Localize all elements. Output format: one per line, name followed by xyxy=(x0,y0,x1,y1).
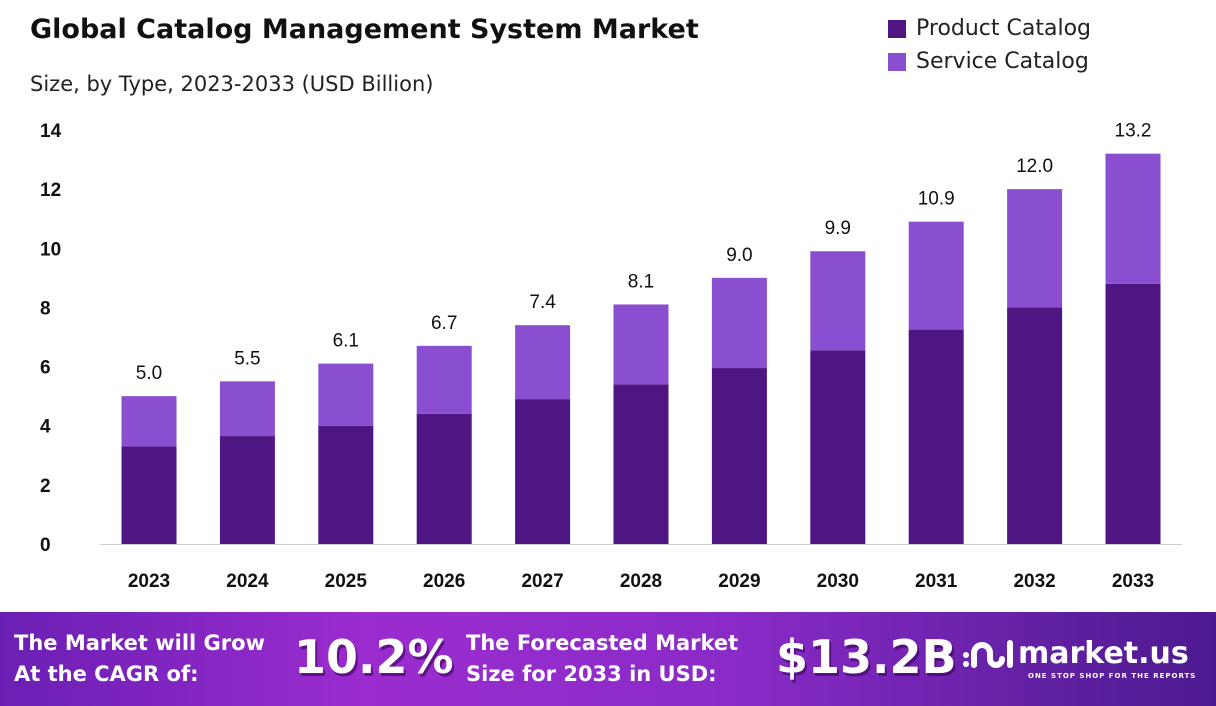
data-label: 8.1 xyxy=(628,271,654,292)
bar-service-2029 xyxy=(711,277,767,369)
y-tick-label: 2 xyxy=(40,476,51,497)
x-tick-label: 2024 xyxy=(226,571,269,592)
bar-product-2030 xyxy=(810,350,866,544)
x-tick-label: 2029 xyxy=(718,571,760,592)
bar-product-2028 xyxy=(613,384,669,544)
forecast-label: The Forecasted Market Size for 2033 in US… xyxy=(466,628,738,690)
forecast-label-line: Size for 2033 in USD: xyxy=(466,662,717,686)
bar-product-2033 xyxy=(1105,283,1161,544)
legend-swatch xyxy=(888,52,906,71)
bar-product-2031 xyxy=(908,329,964,544)
chart-title: Global Catalog Management System Market xyxy=(30,14,699,45)
x-tick-label: 2033 xyxy=(1112,571,1154,592)
bar-service-2028 xyxy=(613,304,669,385)
bar-service-2025 xyxy=(318,363,374,426)
bar-product-2023 xyxy=(121,446,177,544)
cagr-label: The Market will Grow At the CAGR of: xyxy=(14,628,265,690)
data-label: 9.0 xyxy=(726,245,752,266)
bar-product-2027 xyxy=(515,399,571,544)
y-tick-label: 6 xyxy=(40,358,51,379)
data-label: 6.1 xyxy=(333,331,359,352)
data-label: 7.4 xyxy=(529,292,556,313)
bar-service-2023 xyxy=(121,396,177,447)
x-tick-label: 2023 xyxy=(128,571,170,592)
y-tick-label: 4 xyxy=(40,417,51,438)
y-tick-label: 12 xyxy=(40,180,61,201)
data-label: 6.7 xyxy=(431,313,457,334)
data-label: 5.5 xyxy=(234,348,260,369)
market-us-logo: market.us ONE STOP SHOP FOR THE REPORTS xyxy=(962,636,1195,680)
cagr-value: 10.2% xyxy=(294,630,454,684)
bar-service-2033 xyxy=(1105,153,1161,284)
legend-label: Service Catalog xyxy=(916,49,1089,74)
legend-swatch xyxy=(888,19,906,38)
forecast-label-line: The Forecasted Market xyxy=(466,631,739,655)
bar-product-2032 xyxy=(1007,307,1063,544)
forecast-value: $13.2B xyxy=(776,630,957,684)
logo-tagline: ONE STOP SHOP FOR THE REPORTS xyxy=(1028,672,1197,680)
data-label: 5.0 xyxy=(136,363,162,384)
bar-product-2024 xyxy=(219,436,275,544)
bar-service-2027 xyxy=(515,325,571,400)
x-tick-label: 2026 xyxy=(423,571,465,592)
data-label: 10.9 xyxy=(918,189,955,210)
legend-item-service: Service Catalog xyxy=(888,49,1091,74)
logo-icon xyxy=(963,639,1013,668)
bar-product-2025 xyxy=(318,425,374,544)
x-tick-label: 2032 xyxy=(1013,571,1055,592)
x-tick-label: 2025 xyxy=(325,571,368,592)
y-tick-label: 8 xyxy=(40,298,51,319)
bar-service-2032 xyxy=(1007,189,1063,308)
legend-item-product: Product Catalog xyxy=(888,16,1091,41)
x-tick-label: 2031 xyxy=(915,571,958,592)
data-label: 12.0 xyxy=(1016,156,1053,177)
y-tick-label: 0 xyxy=(40,535,51,556)
bar-service-2026 xyxy=(416,345,472,414)
bar-product-2026 xyxy=(416,413,472,544)
bar-service-2024 xyxy=(219,381,275,437)
x-tick-label: 2027 xyxy=(521,571,563,592)
y-tick-label: 14 xyxy=(40,121,62,142)
bar-service-2030 xyxy=(810,251,866,351)
cagr-label-line: The Market will Grow xyxy=(14,631,265,655)
cagr-label-line: At the CAGR of: xyxy=(14,662,199,686)
legend: Product Catalog Service Catalog xyxy=(888,16,1091,82)
x-tick-label: 2030 xyxy=(817,571,859,592)
logo-name: market.us xyxy=(1018,636,1189,671)
y-tick-label: 10 xyxy=(40,239,61,260)
chart-subtitle: Size, by Type, 2023-2033 (USD Billion) xyxy=(30,72,434,96)
footer-banner: The Market will Grow At the CAGR of: 10.2… xyxy=(0,612,1216,706)
bar-chart: 0 2 4 6 8 10 12 14 5.0 2023 5.5 2024 6.1 2025 6.7 2026 7… xyxy=(40,121,1182,592)
data-label: 13.2 xyxy=(1115,121,1152,142)
bar-product-2029 xyxy=(711,368,767,544)
data-label: 9.9 xyxy=(825,218,851,239)
x-tick-label: 2028 xyxy=(620,571,662,592)
legend-label: Product Catalog xyxy=(916,16,1092,41)
bar-service-2031 xyxy=(908,221,964,330)
